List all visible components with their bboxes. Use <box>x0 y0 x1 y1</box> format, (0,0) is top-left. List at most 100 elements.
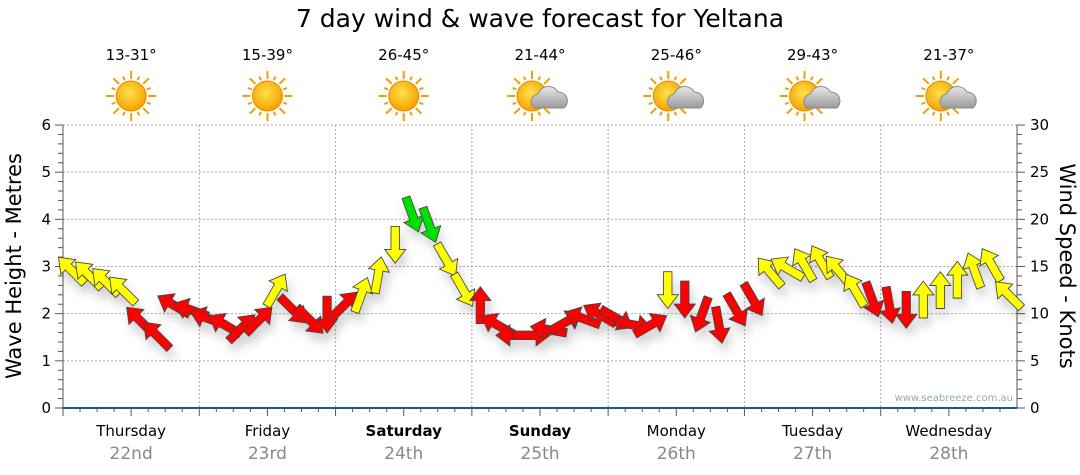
sun <box>115 80 147 112</box>
wind-arrow <box>383 225 407 264</box>
sun-ray <box>385 107 393 115</box>
sun-ray <box>513 77 521 85</box>
temperature-range: 13-31° <box>106 46 157 64</box>
sun-ray <box>282 101 288 105</box>
wind-arrow <box>673 280 697 319</box>
sun-icon <box>378 71 429 121</box>
wind-arrow <box>770 256 806 282</box>
right-tick-label: 5 <box>1030 352 1040 370</box>
wind-arrow <box>57 256 89 287</box>
sun-ray <box>922 107 930 115</box>
date-label: 28th <box>929 444 968 464</box>
wind-arrow <box>293 303 324 334</box>
sun-ray <box>142 77 150 85</box>
sun-ray <box>679 77 687 85</box>
date-label: 25th <box>520 444 559 464</box>
sun-ray <box>247 87 253 91</box>
sun-ray <box>784 101 790 105</box>
sun-ray <box>282 87 288 91</box>
wind-arrow <box>792 248 818 284</box>
wind-arrow <box>468 286 492 325</box>
day-label-saturday: Saturday <box>366 422 443 440</box>
sun-ray <box>249 107 257 115</box>
cloud <box>666 86 705 109</box>
right-tick-label: 10 <box>1030 305 1049 323</box>
sun-cloud-icon <box>779 71 841 121</box>
sun-ray <box>649 107 657 115</box>
wind-arrow <box>367 256 391 295</box>
sun-ray <box>258 111 262 116</box>
wind-arrow <box>449 271 476 307</box>
wind-arrow <box>109 276 140 307</box>
sun-ray <box>111 101 116 105</box>
wind-arrow <box>242 306 273 337</box>
date-label: 24th <box>384 444 423 464</box>
temperature-range: 21-44° <box>514 46 565 64</box>
sun-ray <box>537 76 541 81</box>
sun-ray <box>659 76 663 81</box>
wind-arrow <box>418 205 442 243</box>
sun <box>388 80 420 112</box>
right-tick-label: 20 <box>1030 210 1049 228</box>
sun-ray <box>952 77 960 85</box>
right-tick-label: 25 <box>1030 163 1049 181</box>
right-tick-label: 15 <box>1030 258 1049 276</box>
sun-ray <box>415 77 423 85</box>
date-label: 22nd <box>110 444 153 464</box>
cloud <box>530 86 568 109</box>
day-label-tuesday: Tuesday <box>781 422 843 440</box>
wind-arrow <box>928 270 952 309</box>
sun-ray <box>136 76 141 81</box>
wind-arrow <box>689 295 713 333</box>
sun-ray <box>523 111 527 116</box>
sun-ray <box>786 77 794 85</box>
sun-ray <box>383 87 389 91</box>
cloud <box>803 86 841 109</box>
sun-ray <box>815 107 823 115</box>
sun-ray <box>931 111 936 116</box>
date-label: 23rd <box>248 444 287 464</box>
sun-ray <box>146 101 151 105</box>
day-label-wednesday: Wednesday <box>905 422 992 440</box>
left-axis-title: Wave Height - Metres <box>2 153 26 379</box>
date-label: 26th <box>657 444 696 464</box>
date-label: 27th <box>793 444 832 464</box>
day-label-monday: Monday <box>647 422 706 440</box>
right-axis-title: Wind Speed - Knots <box>1055 163 1079 368</box>
right-tick-label: 0 <box>1030 399 1040 417</box>
left-tick-label: 0 <box>41 399 51 417</box>
chart-title: 7 day wind & wave forecast for Yeltana <box>295 4 785 33</box>
sun-ray <box>810 111 814 116</box>
sun-ray <box>419 87 424 91</box>
sun-ray <box>512 101 517 105</box>
sun-ray <box>278 107 286 115</box>
wind-arrow <box>979 248 1005 284</box>
wind-arrow <box>843 273 869 309</box>
wind-arrow <box>350 276 374 315</box>
sun <box>251 80 283 112</box>
sun-ray <box>786 107 794 115</box>
sun-ray <box>385 77 393 85</box>
sun-ray <box>952 107 960 115</box>
wind-arrow <box>861 280 885 318</box>
sun-ray <box>409 76 413 81</box>
sun-ray <box>648 87 653 91</box>
sun-cloud-icon <box>507 71 568 121</box>
sun-ray <box>795 76 799 81</box>
left-tick-label: 1 <box>41 352 51 370</box>
temperature-range: 21-37° <box>923 46 974 64</box>
sun-ray <box>946 111 950 116</box>
sun-ray <box>122 111 126 116</box>
sun-ray <box>648 101 653 105</box>
left-tick-label: 2 <box>41 305 51 323</box>
left-tick-label: 3 <box>41 258 51 276</box>
wind-arrow <box>276 293 307 324</box>
temperature-range: 29-43° <box>787 46 838 64</box>
sun-cloud-icon <box>915 71 977 121</box>
sun-ray <box>543 77 551 85</box>
sun-ray <box>409 111 413 116</box>
temperature-range: 15-39° <box>242 46 293 64</box>
sun-ray <box>247 101 253 105</box>
sun-ray <box>673 76 678 81</box>
sun-ray <box>649 77 657 85</box>
